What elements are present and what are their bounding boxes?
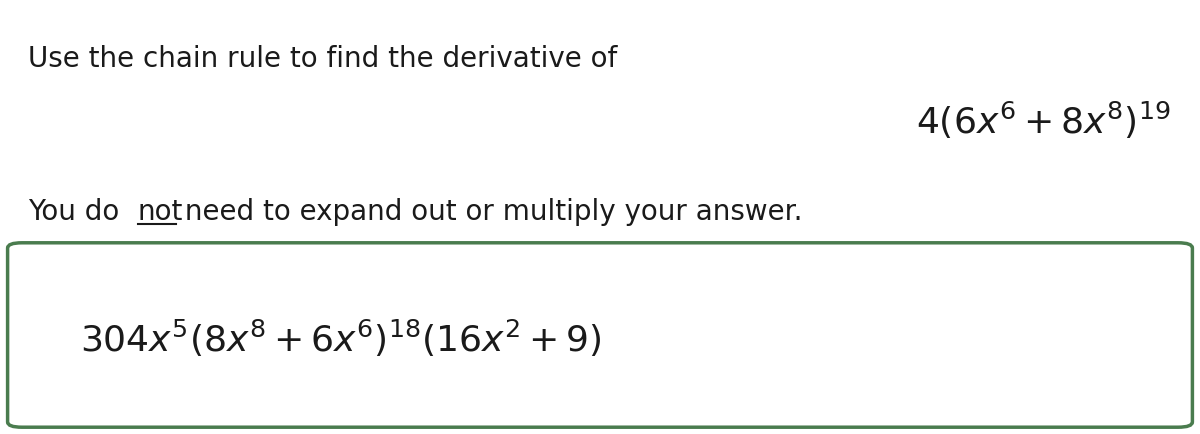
FancyBboxPatch shape: [7, 243, 1193, 427]
Text: Use the chain rule to find the derivative of: Use the chain rule to find the derivativ…: [28, 45, 617, 73]
Text: not: not: [138, 198, 184, 226]
Text: You do: You do: [28, 198, 128, 226]
Text: need to expand out or multiply your answer.: need to expand out or multiply your answ…: [176, 198, 803, 226]
Text: $304x^5\left(8x^8 + 6x^6\right)^{18}\left(16x^2 + 9\right)$: $304x^5\left(8x^8 + 6x^6\right)^{18}\lef…: [80, 317, 601, 358]
Text: $4\left(6x^6 + 8x^8\right)^{19}$: $4\left(6x^6 + 8x^8\right)^{19}$: [916, 100, 1170, 141]
